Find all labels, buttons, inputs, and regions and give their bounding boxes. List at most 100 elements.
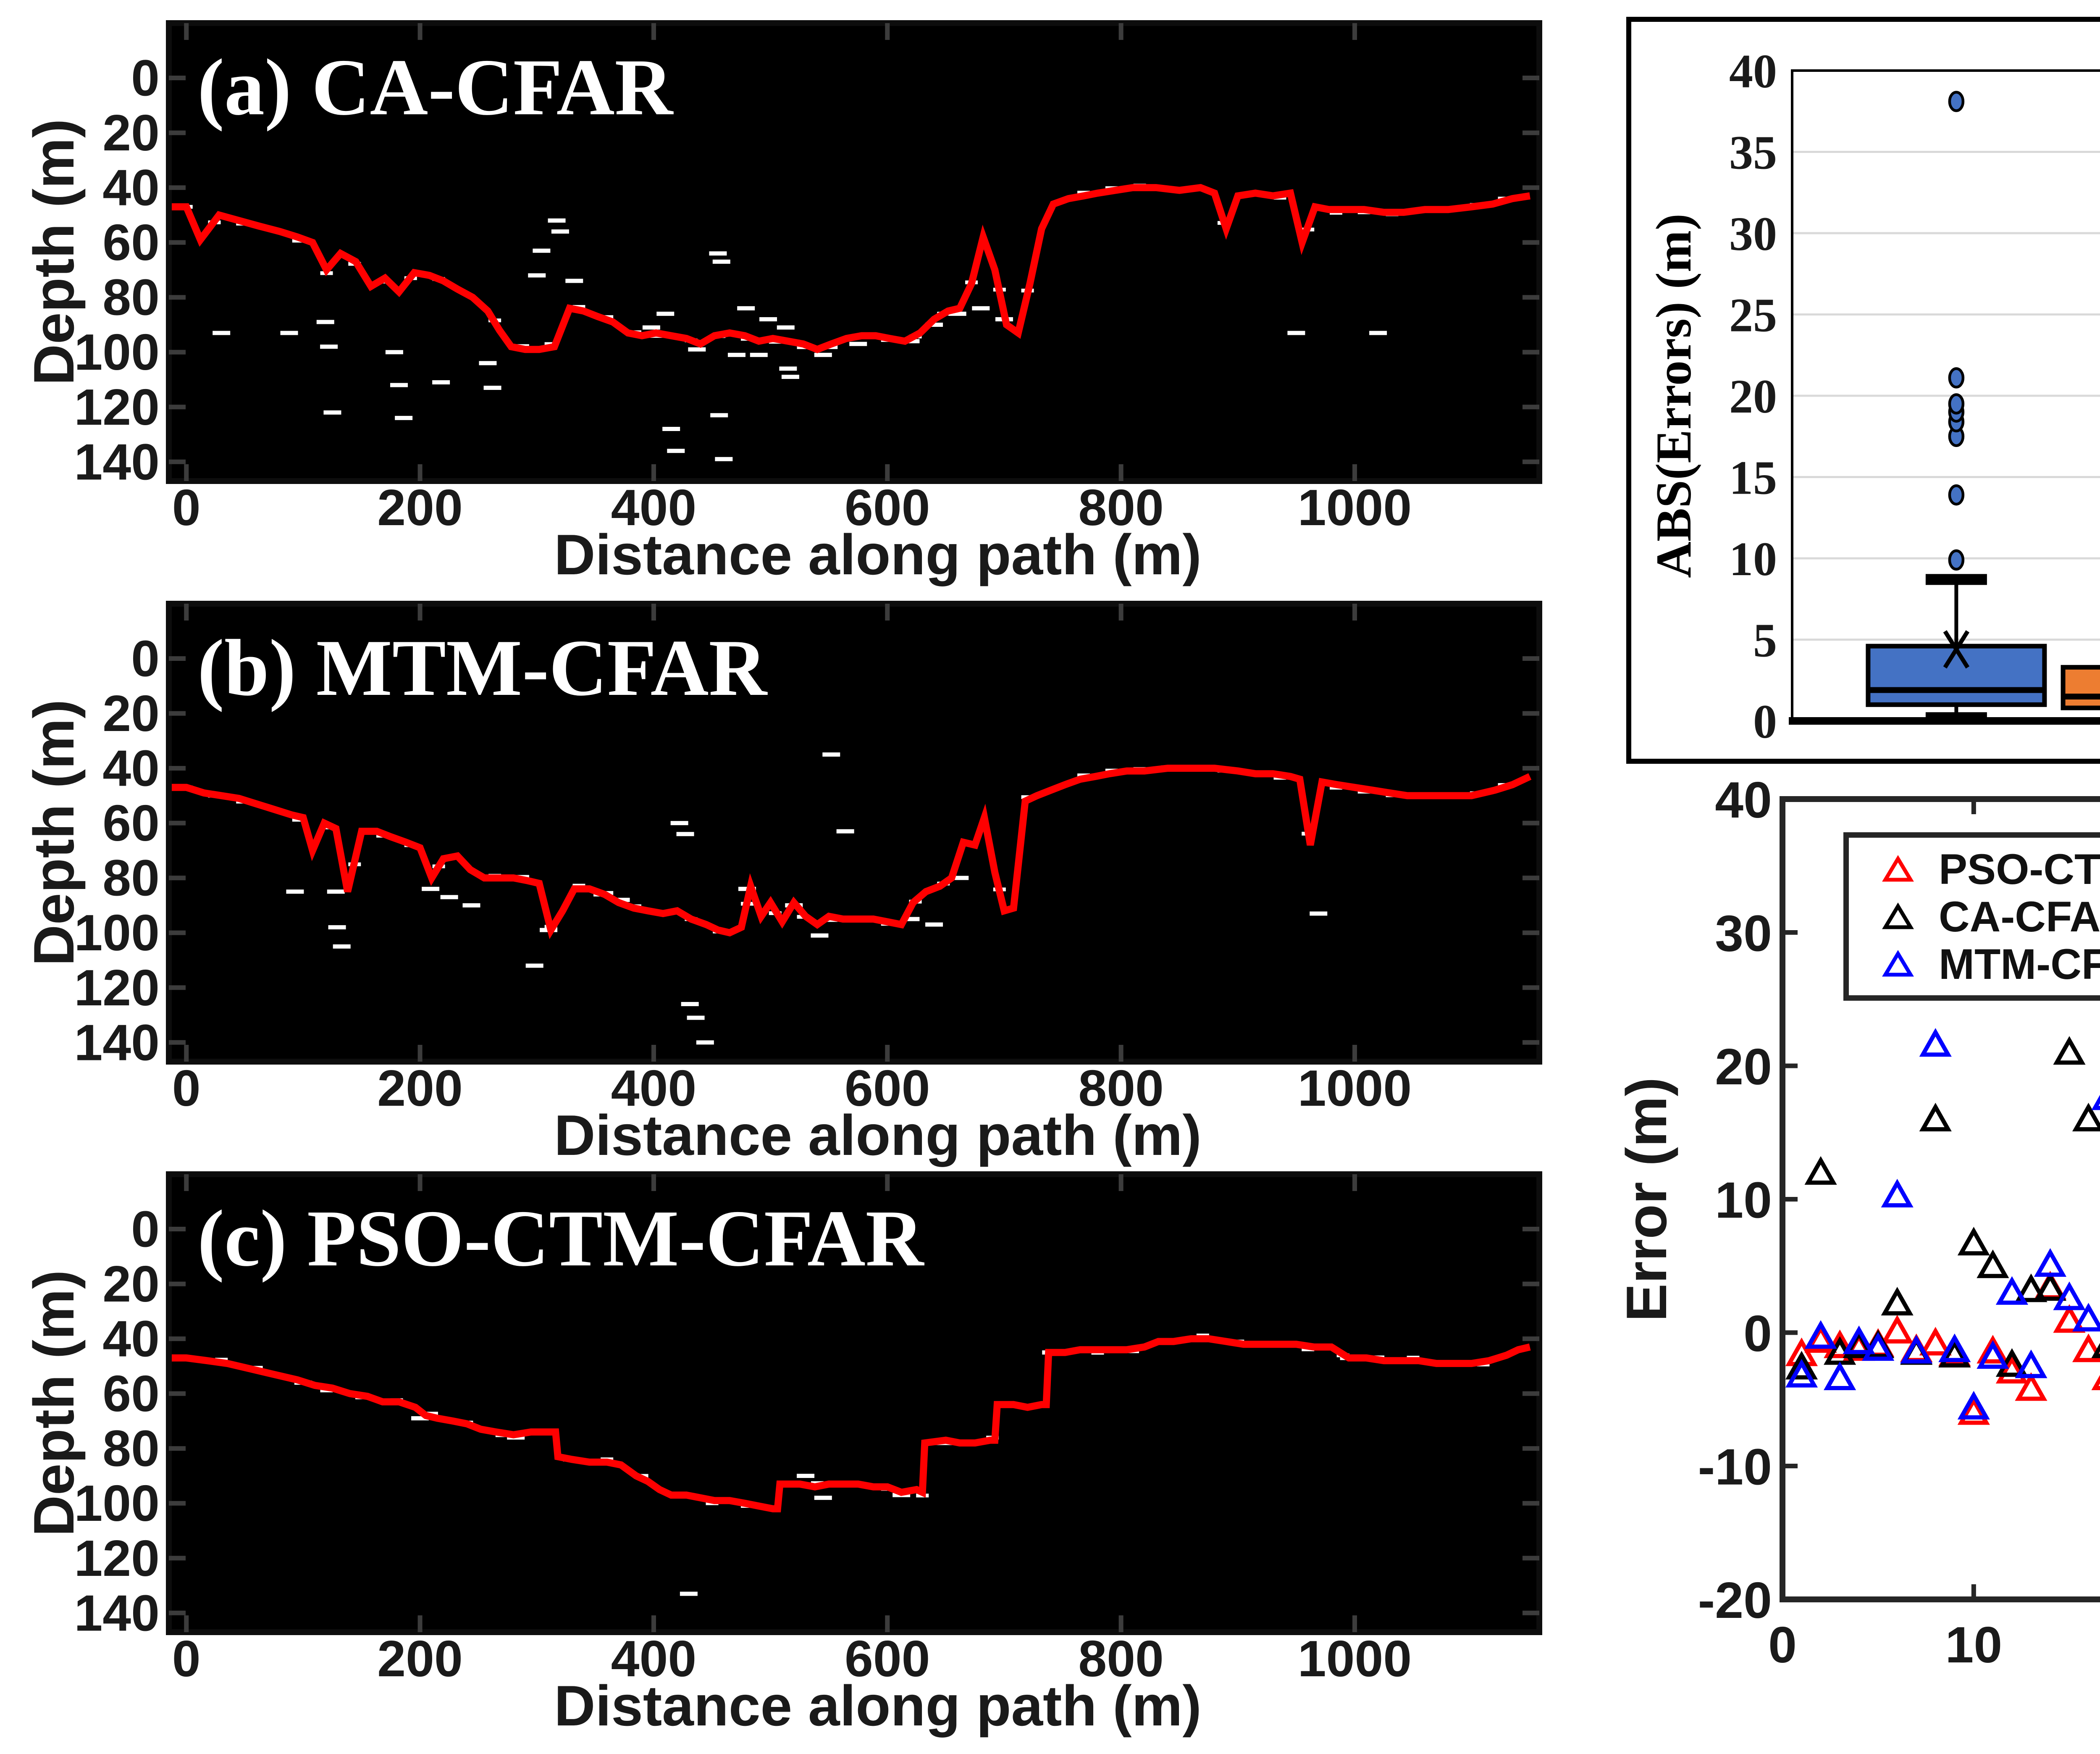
detection-dash xyxy=(327,889,345,894)
detection-dash xyxy=(1287,331,1305,335)
detection-dash xyxy=(462,903,480,907)
detection-dash xyxy=(422,886,440,891)
data-point-ca-cfar xyxy=(1785,1351,1818,1380)
y-tick-label: 140 xyxy=(74,1584,160,1641)
y-tick-label: 140 xyxy=(74,433,160,490)
legend-item-pso-ctm-cfar: PSO-CTM-CFAR xyxy=(1882,845,2100,893)
plot-frame xyxy=(166,601,1542,1065)
data-point-pso-ctm-cfar xyxy=(2015,1372,2048,1401)
detection-dash xyxy=(280,331,298,335)
data-point-mtm-cfar xyxy=(1804,1320,1837,1349)
box-ca-cfar xyxy=(1866,644,2047,707)
panel-b-xlabel: Distance along path (m) xyxy=(554,1103,1202,1167)
y-tick-label: 0 xyxy=(1743,1305,1772,1362)
x-tick-label: 800 xyxy=(1078,1630,1164,1687)
data-point-ca-cfar xyxy=(2034,1272,2067,1301)
data-point-pso-ctm-cfar xyxy=(1919,1327,1952,1356)
detection-dash xyxy=(1310,911,1328,916)
detection-dash xyxy=(667,449,685,453)
data-point-mtm-cfar xyxy=(1900,1335,1933,1364)
data-point-mtm-cfar xyxy=(1881,1178,1914,1207)
detection-dash xyxy=(676,832,694,836)
detection-dash xyxy=(440,895,458,899)
y-tick-label: 0 xyxy=(1753,695,1777,748)
detection-dash xyxy=(811,933,829,938)
red-triangle-icon xyxy=(1882,855,1914,882)
data-point-mtm-cfar xyxy=(2034,1248,2067,1277)
detection-dash xyxy=(948,311,966,316)
data-point-mtm-cfar xyxy=(2053,1281,2086,1310)
data-point-ca-cfar xyxy=(2015,1273,2048,1302)
y-tick-label: 25 xyxy=(1729,289,1777,342)
blue-triangle-icon xyxy=(1882,950,1914,977)
data-point-ca-cfar xyxy=(1957,1227,1990,1256)
x-tick-label: 200 xyxy=(377,479,463,536)
depth-profile-line xyxy=(170,765,1532,939)
x-tick-label: 0 xyxy=(172,1630,201,1687)
detection-dash xyxy=(925,322,943,327)
outlier-point xyxy=(1948,91,1965,112)
y-tick-label: 80 xyxy=(102,849,160,907)
data-point-pso-ctm-cfar xyxy=(1881,1315,1914,1344)
x-tick-label: 400 xyxy=(611,479,697,536)
detection-dash xyxy=(432,380,450,385)
panel-b-ylabel: Depth (m) xyxy=(22,699,86,966)
detection-dash xyxy=(687,1015,705,1020)
detection-dash xyxy=(642,325,660,330)
black-triangle-icon xyxy=(1882,902,1914,929)
y-tick-label: 80 xyxy=(102,269,160,326)
data-point-ca-cfar xyxy=(1977,1249,2009,1278)
mean-marker xyxy=(1943,630,1970,669)
detection-dash xyxy=(525,963,543,968)
y-tick-label: 40 xyxy=(1729,45,1777,98)
detection-dash xyxy=(385,350,403,355)
data-point-mtm-cfar xyxy=(2015,1349,2048,1378)
panel-d-border xyxy=(1626,17,2100,764)
data-point-mtm-cfar xyxy=(1995,1276,2028,1305)
x-tick-label: 800 xyxy=(1078,479,1164,536)
y-tick-label: 0 xyxy=(131,1201,160,1258)
panel-c-ylabel: Depth (m) xyxy=(22,1270,86,1537)
detection-dash xyxy=(333,944,351,949)
y-tick-label: 60 xyxy=(102,794,160,852)
x-tick-label: 600 xyxy=(845,1060,930,1117)
detection-dash xyxy=(777,325,795,330)
detection-dash xyxy=(759,317,777,321)
detection-dash xyxy=(320,344,338,349)
x-tick-label: 400 xyxy=(611,1630,697,1687)
data-point-ca-cfar xyxy=(1919,1102,1952,1131)
detection-dash xyxy=(951,876,969,880)
panel-b-title: (b) MTM-CFAR xyxy=(197,623,767,713)
y-tick-label: 40 xyxy=(1715,771,1772,828)
y-tick-label: 100 xyxy=(74,323,160,381)
y-tick-label: 100 xyxy=(74,904,160,961)
data-point-pso-ctm-cfar xyxy=(1977,1335,2009,1364)
y-tick-label: 40 xyxy=(102,740,160,797)
plot-frame xyxy=(166,1171,1542,1635)
legend: PSO-CTM-CFAR CA-CFAR MTM-CFAR xyxy=(1843,832,2100,1001)
panel-a-title: (a) CA-CFAR xyxy=(197,42,673,132)
y-tick-label: 140 xyxy=(74,1014,160,1071)
data-point-mtm-cfar xyxy=(2072,1303,2100,1332)
y-tick-label: 15 xyxy=(1729,451,1777,505)
x-tick-label: 0 xyxy=(172,479,201,536)
panel-a-xlabel: Distance along path (m) xyxy=(554,523,1202,586)
detection-dash xyxy=(712,259,730,264)
y-tick-label: 35 xyxy=(1729,126,1777,179)
y-tick-label: 20 xyxy=(102,1255,160,1312)
detection-dash xyxy=(528,273,546,278)
detection-dash xyxy=(681,1002,699,1006)
detection-dash xyxy=(822,752,840,757)
data-point-pso-ctm-cfar xyxy=(1995,1354,2028,1384)
y-tick-label: 120 xyxy=(74,379,160,436)
y-tick-label: 30 xyxy=(1715,905,1772,962)
detection-dash xyxy=(411,1416,429,1420)
data-point-mtm-cfar xyxy=(1957,1391,1990,1420)
detection-dash xyxy=(670,821,688,826)
detection-dash xyxy=(727,352,746,357)
data-point-ca-cfar xyxy=(1881,1286,1914,1316)
detection-dash xyxy=(781,374,799,379)
x-tick-label: 200 xyxy=(377,1060,463,1117)
